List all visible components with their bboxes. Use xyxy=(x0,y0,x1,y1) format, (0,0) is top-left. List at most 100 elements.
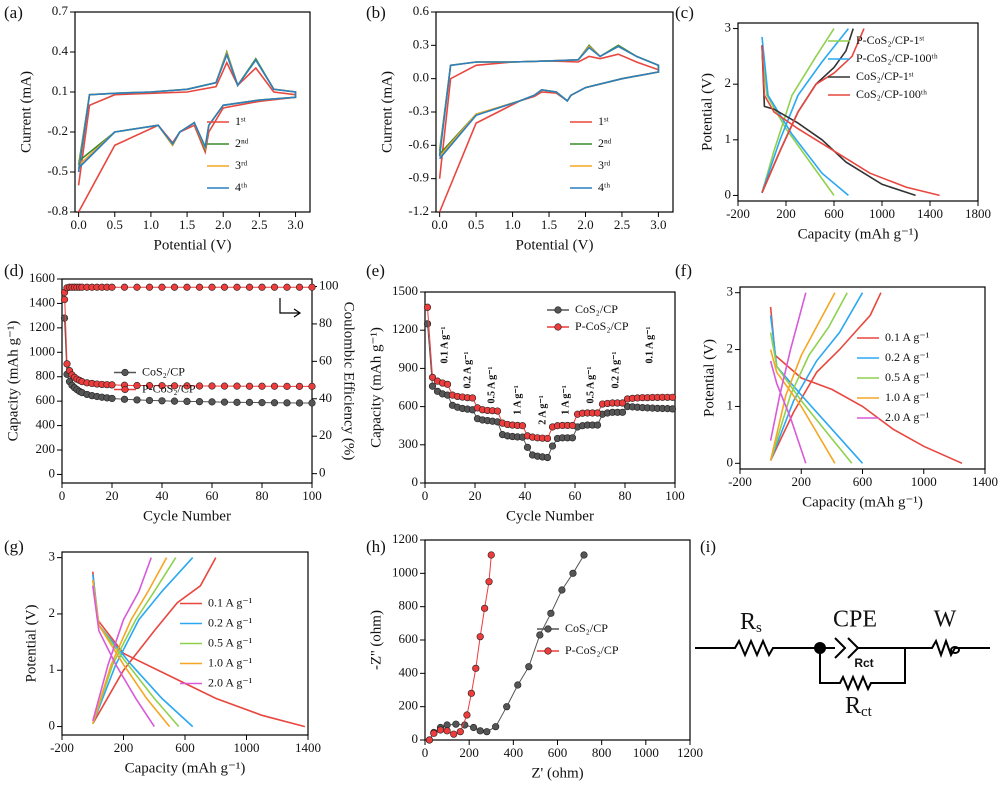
x-tick-label: 0 xyxy=(422,488,429,503)
marker xyxy=(283,399,291,407)
marker xyxy=(523,443,532,451)
x-tick-label: 60 xyxy=(569,488,582,503)
x-tick-label: 600 xyxy=(175,740,195,755)
legend-label: 0.5 A g⁻¹ xyxy=(885,370,930,384)
y-tick-label: 3 xyxy=(49,549,56,564)
y-tick-label: 800 xyxy=(399,598,419,613)
rct-sub: ct xyxy=(861,704,873,720)
legend-marker xyxy=(554,306,562,314)
marker xyxy=(295,399,304,407)
curve xyxy=(77,52,297,173)
marker xyxy=(220,382,229,390)
marker xyxy=(283,283,291,291)
rs-main: R xyxy=(740,609,756,635)
legend-label: 2ⁿᵈ xyxy=(598,136,612,150)
marker xyxy=(514,681,522,689)
marker xyxy=(120,283,129,291)
marker xyxy=(469,723,478,732)
marker xyxy=(158,382,166,390)
x-axis-title: Cycle Number xyxy=(143,508,231,524)
marker xyxy=(487,551,495,559)
legend-label: P-CoS₂/CP xyxy=(142,381,196,395)
marker xyxy=(195,398,204,406)
x-tick-label: 3.0 xyxy=(650,217,666,232)
y-tick-label: 600 xyxy=(399,398,419,413)
marker xyxy=(108,381,116,389)
y-tick-label: 0 xyxy=(727,454,734,469)
curve xyxy=(92,557,155,728)
node xyxy=(814,642,826,654)
y-tick-label: 0 xyxy=(412,474,419,489)
y2-tick-label: 80 xyxy=(319,315,332,330)
x-tick-label: 600 xyxy=(548,745,568,760)
x-tick-label: 200 xyxy=(776,206,796,221)
marker xyxy=(270,283,279,291)
marker xyxy=(158,283,166,291)
marker xyxy=(436,726,445,734)
marker xyxy=(233,382,241,390)
legend-label: 0.2 A g⁻¹ xyxy=(885,350,930,364)
marker xyxy=(568,421,577,430)
marker xyxy=(295,382,304,390)
rs-sub: s xyxy=(756,620,762,636)
y-tick-label: 400 xyxy=(399,664,419,679)
x-tick-label: 0.0 xyxy=(70,217,86,232)
marker xyxy=(308,382,316,390)
x-tick-label: -200 xyxy=(50,740,74,755)
y-tick-label: 1500 xyxy=(392,283,418,298)
marker xyxy=(133,396,141,404)
y-axis-title: Capacity (mAh g⁻¹) xyxy=(5,321,21,442)
x-tick-label: 1400 xyxy=(972,474,998,489)
warburg-mark xyxy=(950,646,960,654)
marker xyxy=(245,283,254,291)
x-tick-label: 1000 xyxy=(234,740,260,755)
marker xyxy=(295,283,304,291)
marker xyxy=(548,442,557,450)
legend-label: 3ʳᵈ xyxy=(235,158,248,172)
y-tick-label: 600 xyxy=(36,392,56,407)
curve xyxy=(769,292,853,464)
panel-label: (e) xyxy=(366,261,385,280)
y-tick-label: 1 xyxy=(727,397,734,412)
marker xyxy=(580,551,588,559)
marker xyxy=(220,398,229,406)
legend-marker xyxy=(554,323,562,331)
x-axis-title: Cycle Number xyxy=(506,508,594,524)
legend-label: CoS₂/CP xyxy=(575,302,618,316)
resistor-rs xyxy=(695,638,820,658)
y-tick-label: 0.0 xyxy=(413,70,429,85)
marker xyxy=(423,320,432,328)
legend-label: CoS₂/CP xyxy=(565,621,608,635)
panel-label: (a) xyxy=(4,3,23,22)
marker xyxy=(450,730,458,738)
y-tick-label: 200 xyxy=(399,698,419,713)
curve xyxy=(761,28,940,197)
y-tick-label: -0.9 xyxy=(408,170,429,185)
x-tick-label: 40 xyxy=(156,488,169,503)
marker xyxy=(183,283,191,291)
legend-label: 4ᵗʰ xyxy=(598,180,610,194)
x-tick-label: 1200 xyxy=(677,745,703,760)
legend-marker xyxy=(544,647,552,655)
x-axis-title: Z' (ohm) xyxy=(531,765,583,781)
marker xyxy=(245,382,254,390)
legend-label: CoS₂/CP xyxy=(142,364,185,378)
legend-label: 1ˢᵗ xyxy=(235,114,247,128)
marker xyxy=(481,604,489,612)
marker xyxy=(258,283,266,291)
marker xyxy=(476,633,484,641)
y-axis-title: Potential (V) xyxy=(23,605,39,683)
x-tick-label: -200 xyxy=(726,206,750,221)
y2-tick-label: 100 xyxy=(319,277,339,292)
curve xyxy=(769,292,963,465)
marker xyxy=(463,711,471,719)
y2-tick-label: 20 xyxy=(319,427,332,442)
circuit xyxy=(695,637,990,692)
legend-label: P-CoS₂/CP xyxy=(565,643,619,657)
marker xyxy=(485,578,493,586)
rate-annotation: 1 A g⁻¹ xyxy=(560,385,571,414)
legend-label: 4ᵗʰ xyxy=(235,180,247,194)
curve xyxy=(761,28,850,197)
y-tick-label: 2 xyxy=(727,341,734,356)
marker xyxy=(425,736,434,744)
